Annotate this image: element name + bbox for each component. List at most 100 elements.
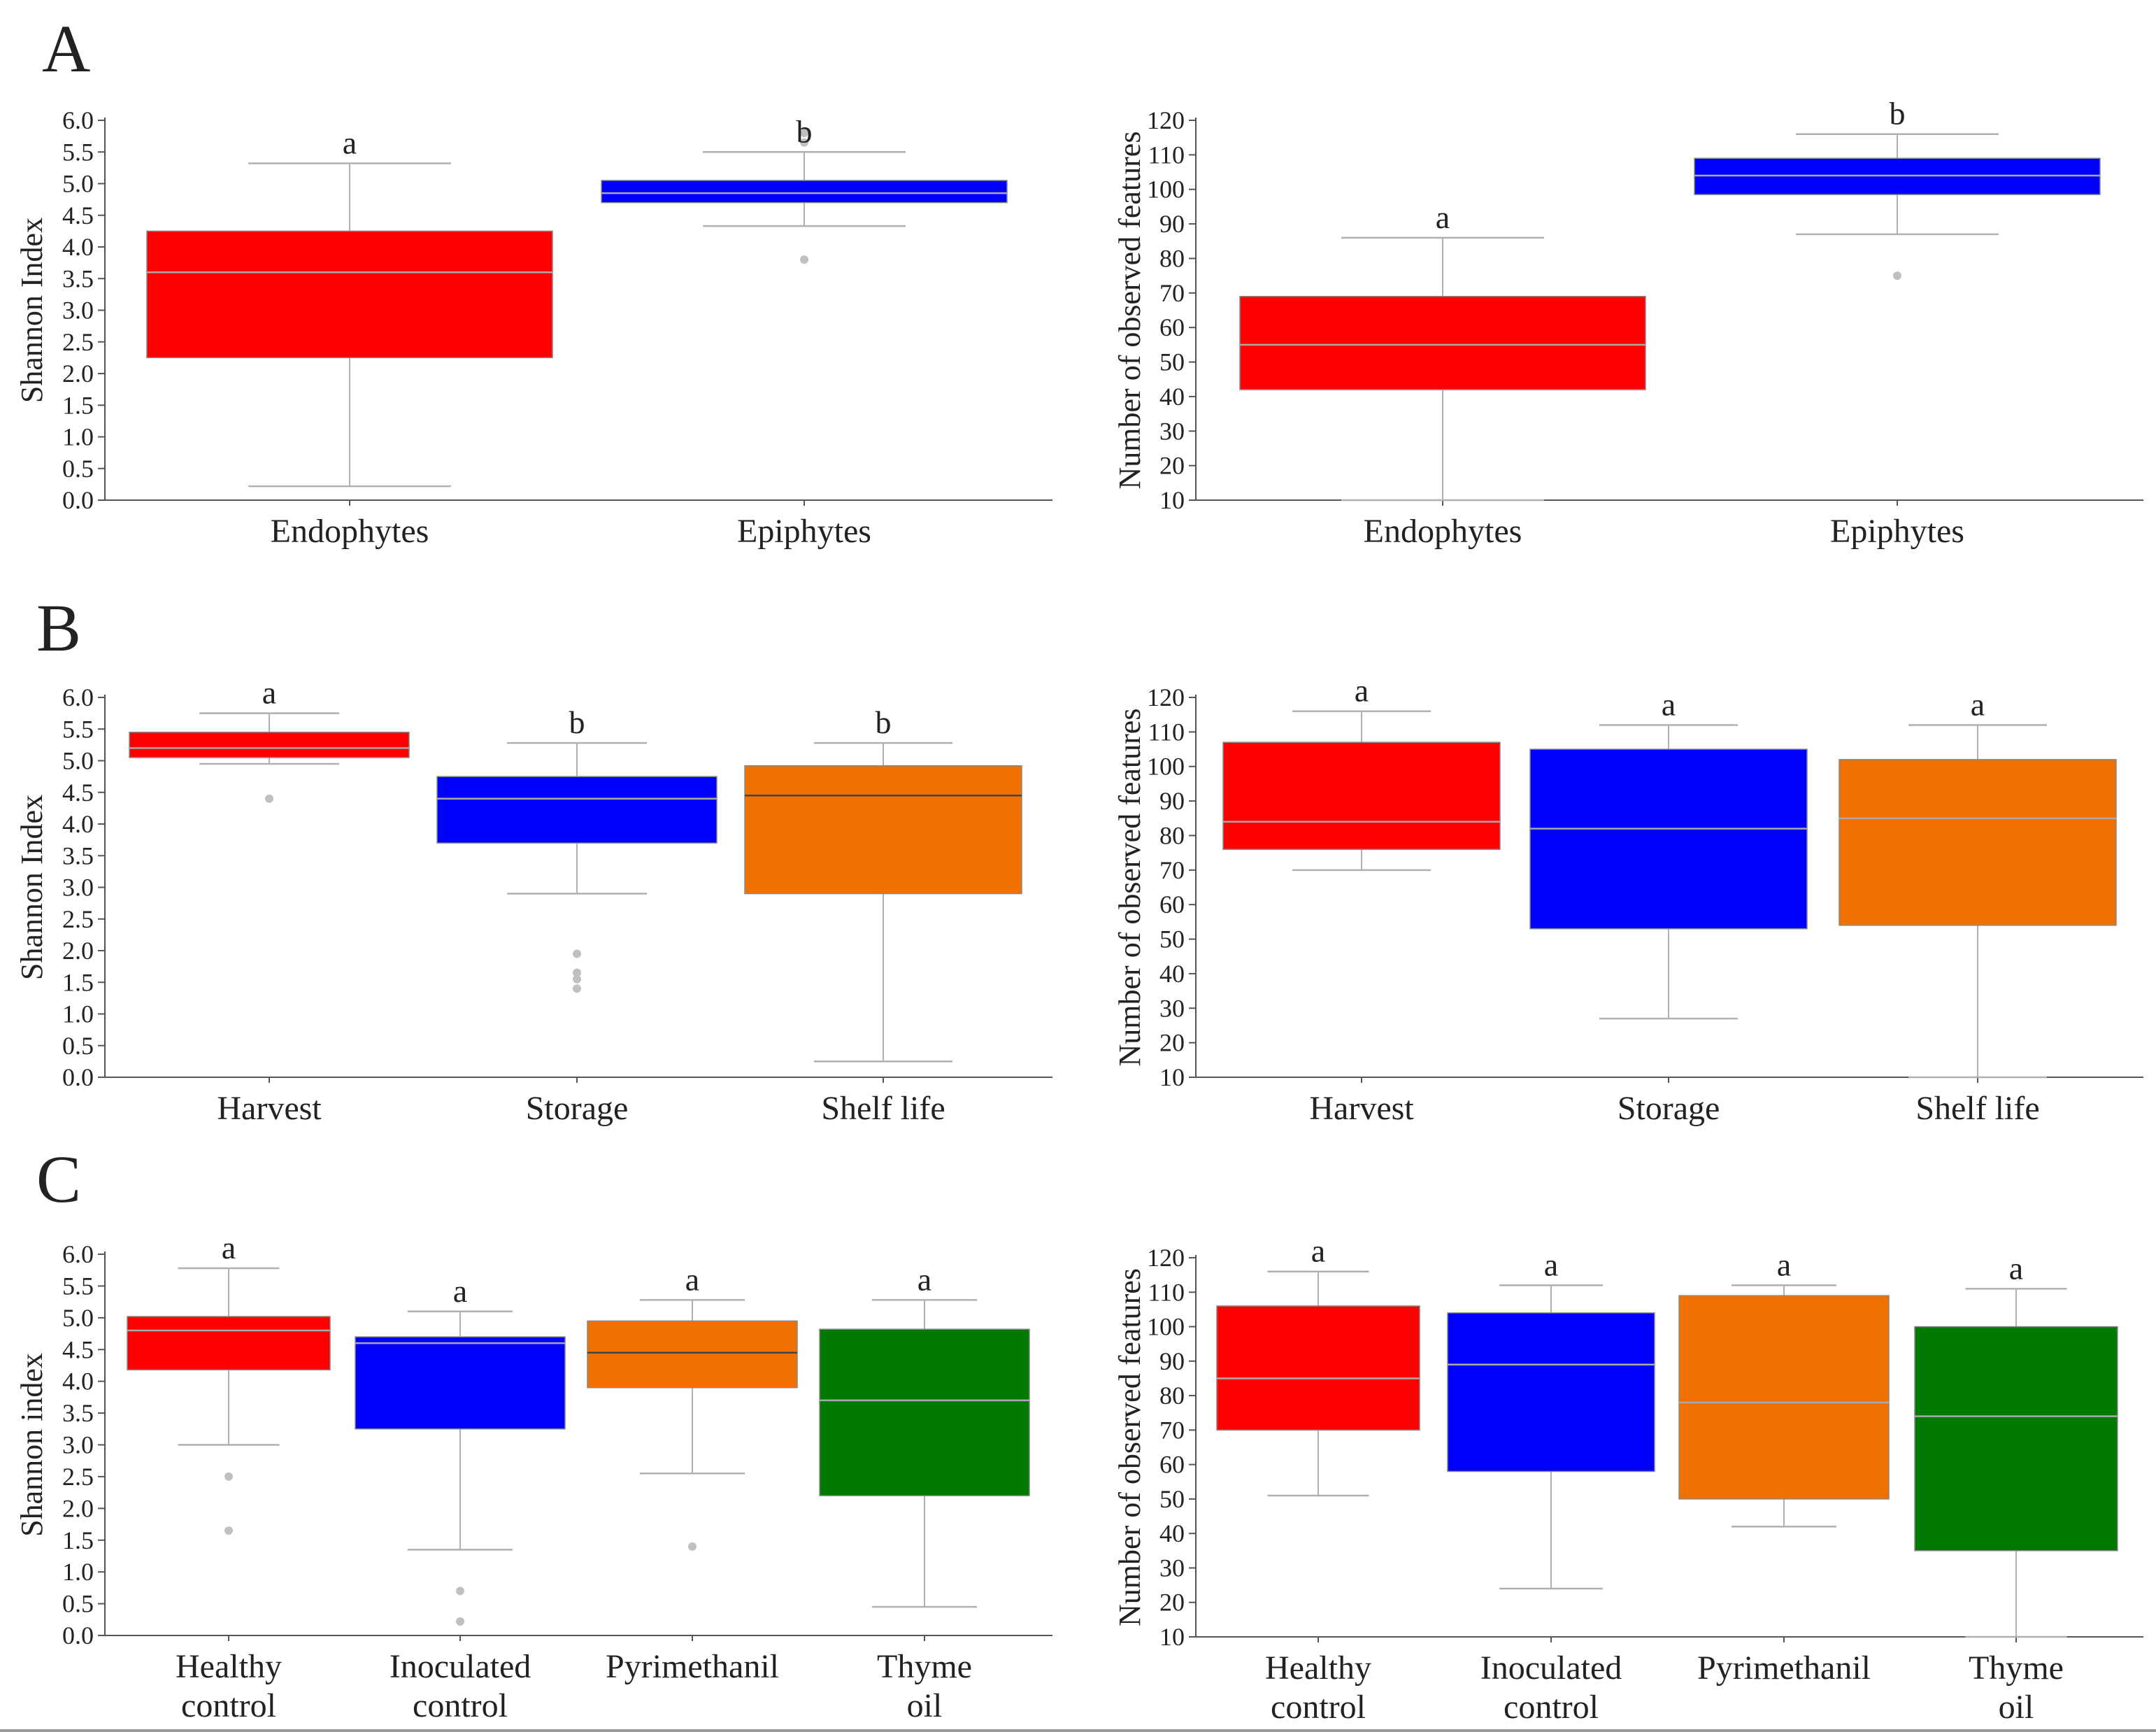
x-category-label: Pyrimethanil bbox=[606, 1648, 779, 1685]
y-tick-label: 2.5 bbox=[62, 1463, 94, 1491]
y-tick-label: 6.0 bbox=[62, 683, 94, 711]
y-tick-label: 40 bbox=[1159, 383, 1185, 411]
significance-letter: a bbox=[1777, 1247, 1791, 1282]
y-tick-label: 1.5 bbox=[62, 391, 94, 419]
y-tick-label: 30 bbox=[1159, 417, 1185, 445]
y-tick-label: 30 bbox=[1159, 994, 1185, 1022]
y-tick-label: 2.5 bbox=[62, 328, 94, 356]
x-category-label: control bbox=[1504, 1689, 1599, 1726]
y-tick-label: 70 bbox=[1159, 856, 1185, 884]
box-shelf-life bbox=[1839, 759, 2117, 926]
box-harvest bbox=[1222, 741, 1501, 850]
box-harvest bbox=[129, 732, 410, 758]
y-tick-label: 80 bbox=[1159, 1382, 1185, 1410]
y-tick-label: 120 bbox=[1147, 106, 1185, 134]
x-category-label: Pyrimethanil bbox=[1697, 1649, 1871, 1687]
y-tick-label: 1.0 bbox=[62, 423, 94, 451]
significance-letter: b bbox=[569, 704, 585, 740]
significance-letter: a bbox=[2009, 1250, 2023, 1286]
y-tick-label: 4.0 bbox=[62, 233, 94, 261]
box-storage bbox=[436, 776, 718, 844]
y-tick-label: 6.0 bbox=[62, 106, 94, 134]
outlier-point bbox=[224, 1472, 233, 1481]
y-tick-label: 100 bbox=[1147, 176, 1185, 204]
significance-letter: b bbox=[876, 704, 892, 740]
y-tick-label: 1.5 bbox=[62, 968, 94, 996]
outlier-point bbox=[456, 1587, 464, 1596]
y-tick-label: 40 bbox=[1159, 960, 1185, 988]
y-tick-label: 90 bbox=[1159, 787, 1185, 815]
outlier-point bbox=[573, 984, 581, 993]
outlier-point bbox=[688, 1542, 697, 1551]
y-axis-title: Shannon Index bbox=[15, 795, 49, 980]
chart-c-shannon: 0.0 0.5 1.0 1.5 2.0 2.5 3.0 3.5 4.0 4.5 5.0 5.5 6.0 S… bbox=[15, 1230, 1052, 1724]
y-tick-label: 4.0 bbox=[62, 810, 94, 838]
x-category-label: control bbox=[181, 1687, 276, 1724]
y-tick-label: 5.0 bbox=[62, 747, 94, 775]
box-epiphytes bbox=[601, 180, 1008, 204]
y-tick-label: 50 bbox=[1159, 925, 1185, 953]
significance-letter: a bbox=[222, 1230, 236, 1265]
y-tick-label: 70 bbox=[1159, 1416, 1185, 1444]
y-tick-label: 2.0 bbox=[62, 937, 94, 965]
y-tick-label: 10 bbox=[1159, 1623, 1185, 1651]
outlier-point bbox=[265, 794, 273, 803]
y-tick-label: 0.5 bbox=[62, 1032, 94, 1060]
y-tick-label: 5.0 bbox=[62, 1304, 94, 1332]
x-category-label: Shelf life bbox=[1915, 1090, 2039, 1127]
box-inoculated-control bbox=[355, 1336, 566, 1430]
x-category-label: Shelf life bbox=[821, 1090, 945, 1127]
y-tick-label: 3.5 bbox=[62, 842, 94, 869]
y-tick-label: 120 bbox=[1147, 683, 1185, 711]
x-category-label: Healthy bbox=[176, 1648, 282, 1685]
significance-letter: a bbox=[343, 125, 357, 161]
y-tick-label: 5.5 bbox=[62, 1272, 94, 1300]
box-healthy-control bbox=[127, 1316, 331, 1371]
x-category-label: Inoculated bbox=[1480, 1649, 1622, 1687]
x-category-label: Epiphytes bbox=[737, 513, 871, 550]
panel-letter-c: C bbox=[36, 1142, 81, 1216]
y-tick-label: 10 bbox=[1159, 486, 1185, 514]
panel-letter-b: B bbox=[36, 590, 81, 665]
y-tick-label: 0.5 bbox=[62, 455, 94, 483]
y-tick-label: 3.0 bbox=[62, 1431, 94, 1459]
y-tick-label: 4.5 bbox=[62, 779, 94, 807]
y-tick-label: 20 bbox=[1159, 1029, 1185, 1057]
outlier-point bbox=[800, 255, 808, 264]
y-tick-label: 110 bbox=[1148, 1278, 1185, 1306]
outlier-point bbox=[456, 1617, 464, 1626]
y-tick-label: 60 bbox=[1159, 890, 1185, 918]
y-tick-label: 2.5 bbox=[62, 905, 94, 933]
significance-letter: a bbox=[918, 1261, 931, 1297]
y-tick-label: 3.0 bbox=[62, 874, 94, 902]
x-category-label: Endophytes bbox=[1364, 513, 1522, 550]
outlier-point bbox=[800, 138, 808, 147]
y-axis-title: Shannon Index bbox=[15, 218, 49, 403]
significance-letter: a bbox=[685, 1261, 699, 1297]
outlier-point bbox=[1893, 271, 1901, 281]
significance-letter: b bbox=[1890, 96, 1906, 132]
box-thyme-oil bbox=[1914, 1326, 2118, 1552]
box-thyme-oil bbox=[819, 1328, 1030, 1496]
significance-letter: a bbox=[1355, 673, 1369, 709]
x-category-label: Endophytes bbox=[271, 513, 429, 550]
y-tick-label: 10 bbox=[1159, 1063, 1185, 1091]
y-tick-label: 5.0 bbox=[62, 170, 94, 198]
x-category-label: oil bbox=[1999, 1689, 2034, 1726]
outlier-point bbox=[800, 129, 808, 138]
significance-letter: b bbox=[797, 113, 813, 149]
significance-letter: a bbox=[453, 1273, 467, 1309]
chart-a-shannon: 0.0 0.5 1.0 1.5 2.0 2.5 3.0 3.5 4.0 4.5 5.0 5.5 6.0 S… bbox=[15, 106, 1052, 550]
x-category-label: Epiphytes bbox=[1830, 513, 1964, 550]
box-shelf-life bbox=[744, 765, 1022, 895]
y-tick-label: 30 bbox=[1159, 1554, 1185, 1582]
y-tick-label: 3.5 bbox=[62, 264, 94, 292]
y-tick-label: 3.5 bbox=[62, 1399, 94, 1427]
y-tick-label: 50 bbox=[1159, 348, 1185, 376]
box-endophytes bbox=[146, 230, 553, 359]
y-axis-title: Shannon index bbox=[15, 1353, 49, 1537]
significance-letter: a bbox=[1311, 1233, 1325, 1269]
y-tick-label: 4.5 bbox=[62, 1335, 94, 1363]
